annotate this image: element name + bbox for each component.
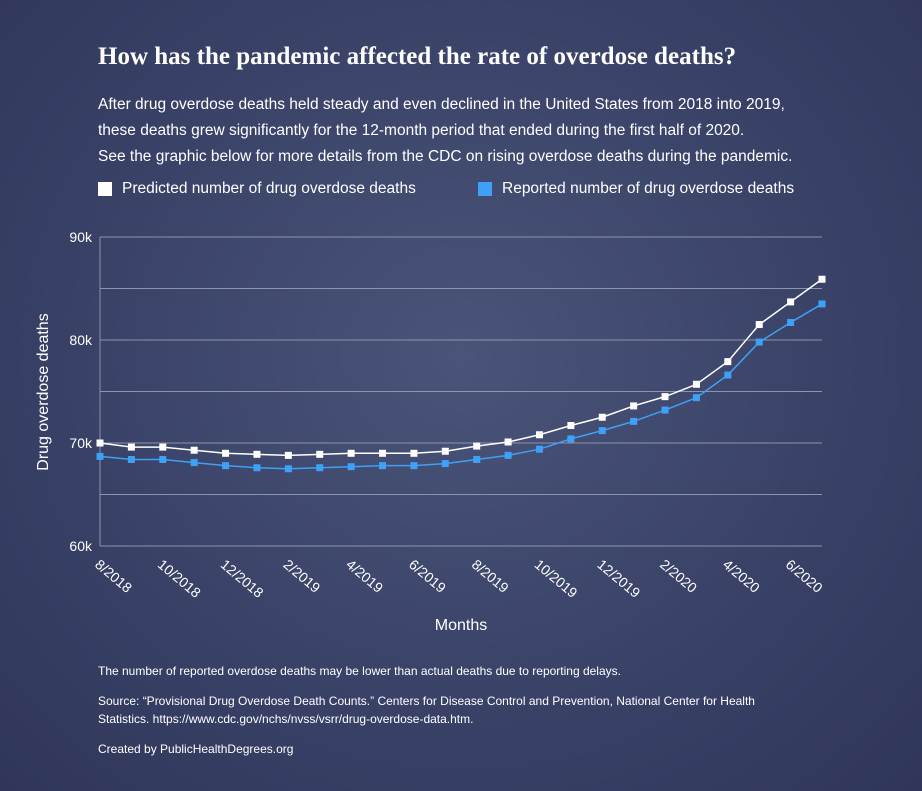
x-tick-label: 2/2020 [657, 556, 700, 596]
data-point-0 [630, 402, 638, 410]
data-point-1 [818, 300, 826, 308]
data-point-1 [222, 462, 230, 470]
x-tick-label: 10/2019 [532, 556, 581, 601]
data-point-1 [410, 462, 418, 470]
description-line-2: these deaths grew significantly for the … [98, 122, 745, 139]
data-point-0 [96, 439, 104, 447]
description-line-3: See the graphic below for more details f… [98, 148, 793, 165]
x-axis-title: Months [435, 617, 487, 634]
data-point-0 [661, 393, 669, 401]
data-point-0 [504, 438, 512, 446]
data-point-0 [473, 442, 481, 450]
data-point-1 [724, 371, 732, 379]
x-tick-label: 4/2020 [720, 556, 763, 596]
y-tick-label: 60k [69, 538, 93, 554]
legend-label-reported: Reported number of drug overdose deaths [502, 180, 795, 197]
footnote-source: Source: “Provisional Drug Overdose Death… [98, 692, 818, 728]
legend-swatch-reported [478, 182, 492, 196]
data-point-0 [787, 298, 795, 306]
data-point-1 [347, 463, 355, 471]
data-point-1 [96, 452, 104, 460]
x-tick-label: 2/2019 [280, 556, 323, 596]
data-point-0 [347, 449, 355, 457]
data-point-1 [316, 464, 324, 472]
data-point-1 [787, 318, 795, 326]
data-point-0 [818, 275, 826, 283]
x-tick-label: 8/2019 [469, 556, 512, 596]
data-point-1 [190, 459, 198, 467]
y-tick-label: 70k [69, 435, 93, 451]
line-chart: 60k 70k 80k 90k 8/2018 10/2018 12/2018 2/2019 4… [35, 229, 826, 634]
x-tick-labels: 8/2018 10/2018 12/2018 2/2019 4/2019 6/2019 8/… [92, 556, 826, 601]
data-point-0 [598, 413, 606, 421]
footnote-note: The number of reported overdose deaths m… [98, 664, 621, 678]
data-point-0 [441, 447, 449, 455]
data-point-1 [473, 455, 481, 463]
data-point-1 [598, 427, 606, 435]
footnote-credit: Created by PublicHealthDegrees.org [98, 742, 294, 756]
data-point-0 [316, 450, 324, 458]
legend-item-reported: Reported number of drug overdose deaths [478, 180, 794, 198]
y-tick-label: 90k [69, 229, 93, 245]
legend-item-predicted: Predicted number of drug overdose deaths [98, 180, 416, 198]
y-tick-labels: 60k 70k 80k 90k [69, 229, 93, 554]
data-point-1 [379, 462, 387, 470]
data-point-1 [755, 338, 763, 346]
series-layer [96, 275, 826, 473]
data-point-1 [441, 460, 449, 468]
chart-legend: Predicted number of drug overdose deaths… [98, 180, 858, 204]
data-point-0 [190, 446, 198, 454]
x-tick-label: 12/2018 [218, 556, 267, 601]
data-point-1 [127, 455, 135, 463]
data-point-0 [379, 449, 387, 457]
data-point-0 [410, 449, 418, 457]
x-tick-label: 8/2018 [92, 556, 135, 596]
data-point-0 [222, 449, 230, 457]
grid-lines [99, 236, 822, 547]
data-point-0 [724, 358, 732, 366]
legend-swatch-predicted [98, 182, 112, 196]
data-point-1 [504, 451, 512, 459]
x-tick-label: 10/2018 [155, 556, 204, 601]
data-point-0 [159, 443, 167, 451]
data-point-1 [159, 455, 167, 463]
footnotes: The number of reported overdose deaths m… [98, 662, 818, 770]
data-point-1 [253, 464, 261, 472]
data-point-1 [661, 406, 669, 414]
footnote-source-line-1: Source: “Provisional Drug Overdose Death… [98, 694, 755, 708]
description-line-1: After drug overdose deaths held steady a… [98, 96, 785, 113]
data-point-1 [284, 465, 292, 473]
series-line-0 [99, 278, 823, 457]
data-point-1 [567, 435, 575, 443]
legend-label-predicted: Predicted number of drug overdose deaths [122, 180, 416, 197]
data-point-0 [253, 450, 261, 458]
data-point-1 [630, 417, 638, 425]
data-point-0 [127, 443, 135, 451]
data-point-1 [535, 445, 543, 453]
data-point-0 [567, 421, 575, 429]
data-point-0 [755, 321, 763, 329]
description: After drug overdose deaths held steady a… [98, 92, 858, 170]
footnote-source-line-2: Statistics. https://www.cdc.gov/nchs/nvs… [98, 712, 474, 726]
x-tick-label: 6/2019 [406, 556, 449, 596]
data-point-0 [535, 431, 543, 439]
series-line-1 [99, 303, 823, 470]
x-tick-label: 6/2020 [783, 556, 826, 596]
y-axis-title: Drug overdose deaths [35, 313, 52, 470]
y-tick-label: 80k [69, 332, 93, 348]
page-title: How has the pandemic affected the rate o… [98, 43, 737, 70]
x-tick-label: 4/2019 [343, 556, 386, 596]
x-tick-label: 12/2019 [594, 556, 643, 601]
data-point-0 [284, 451, 292, 459]
data-point-0 [692, 380, 700, 388]
data-point-1 [692, 394, 700, 402]
